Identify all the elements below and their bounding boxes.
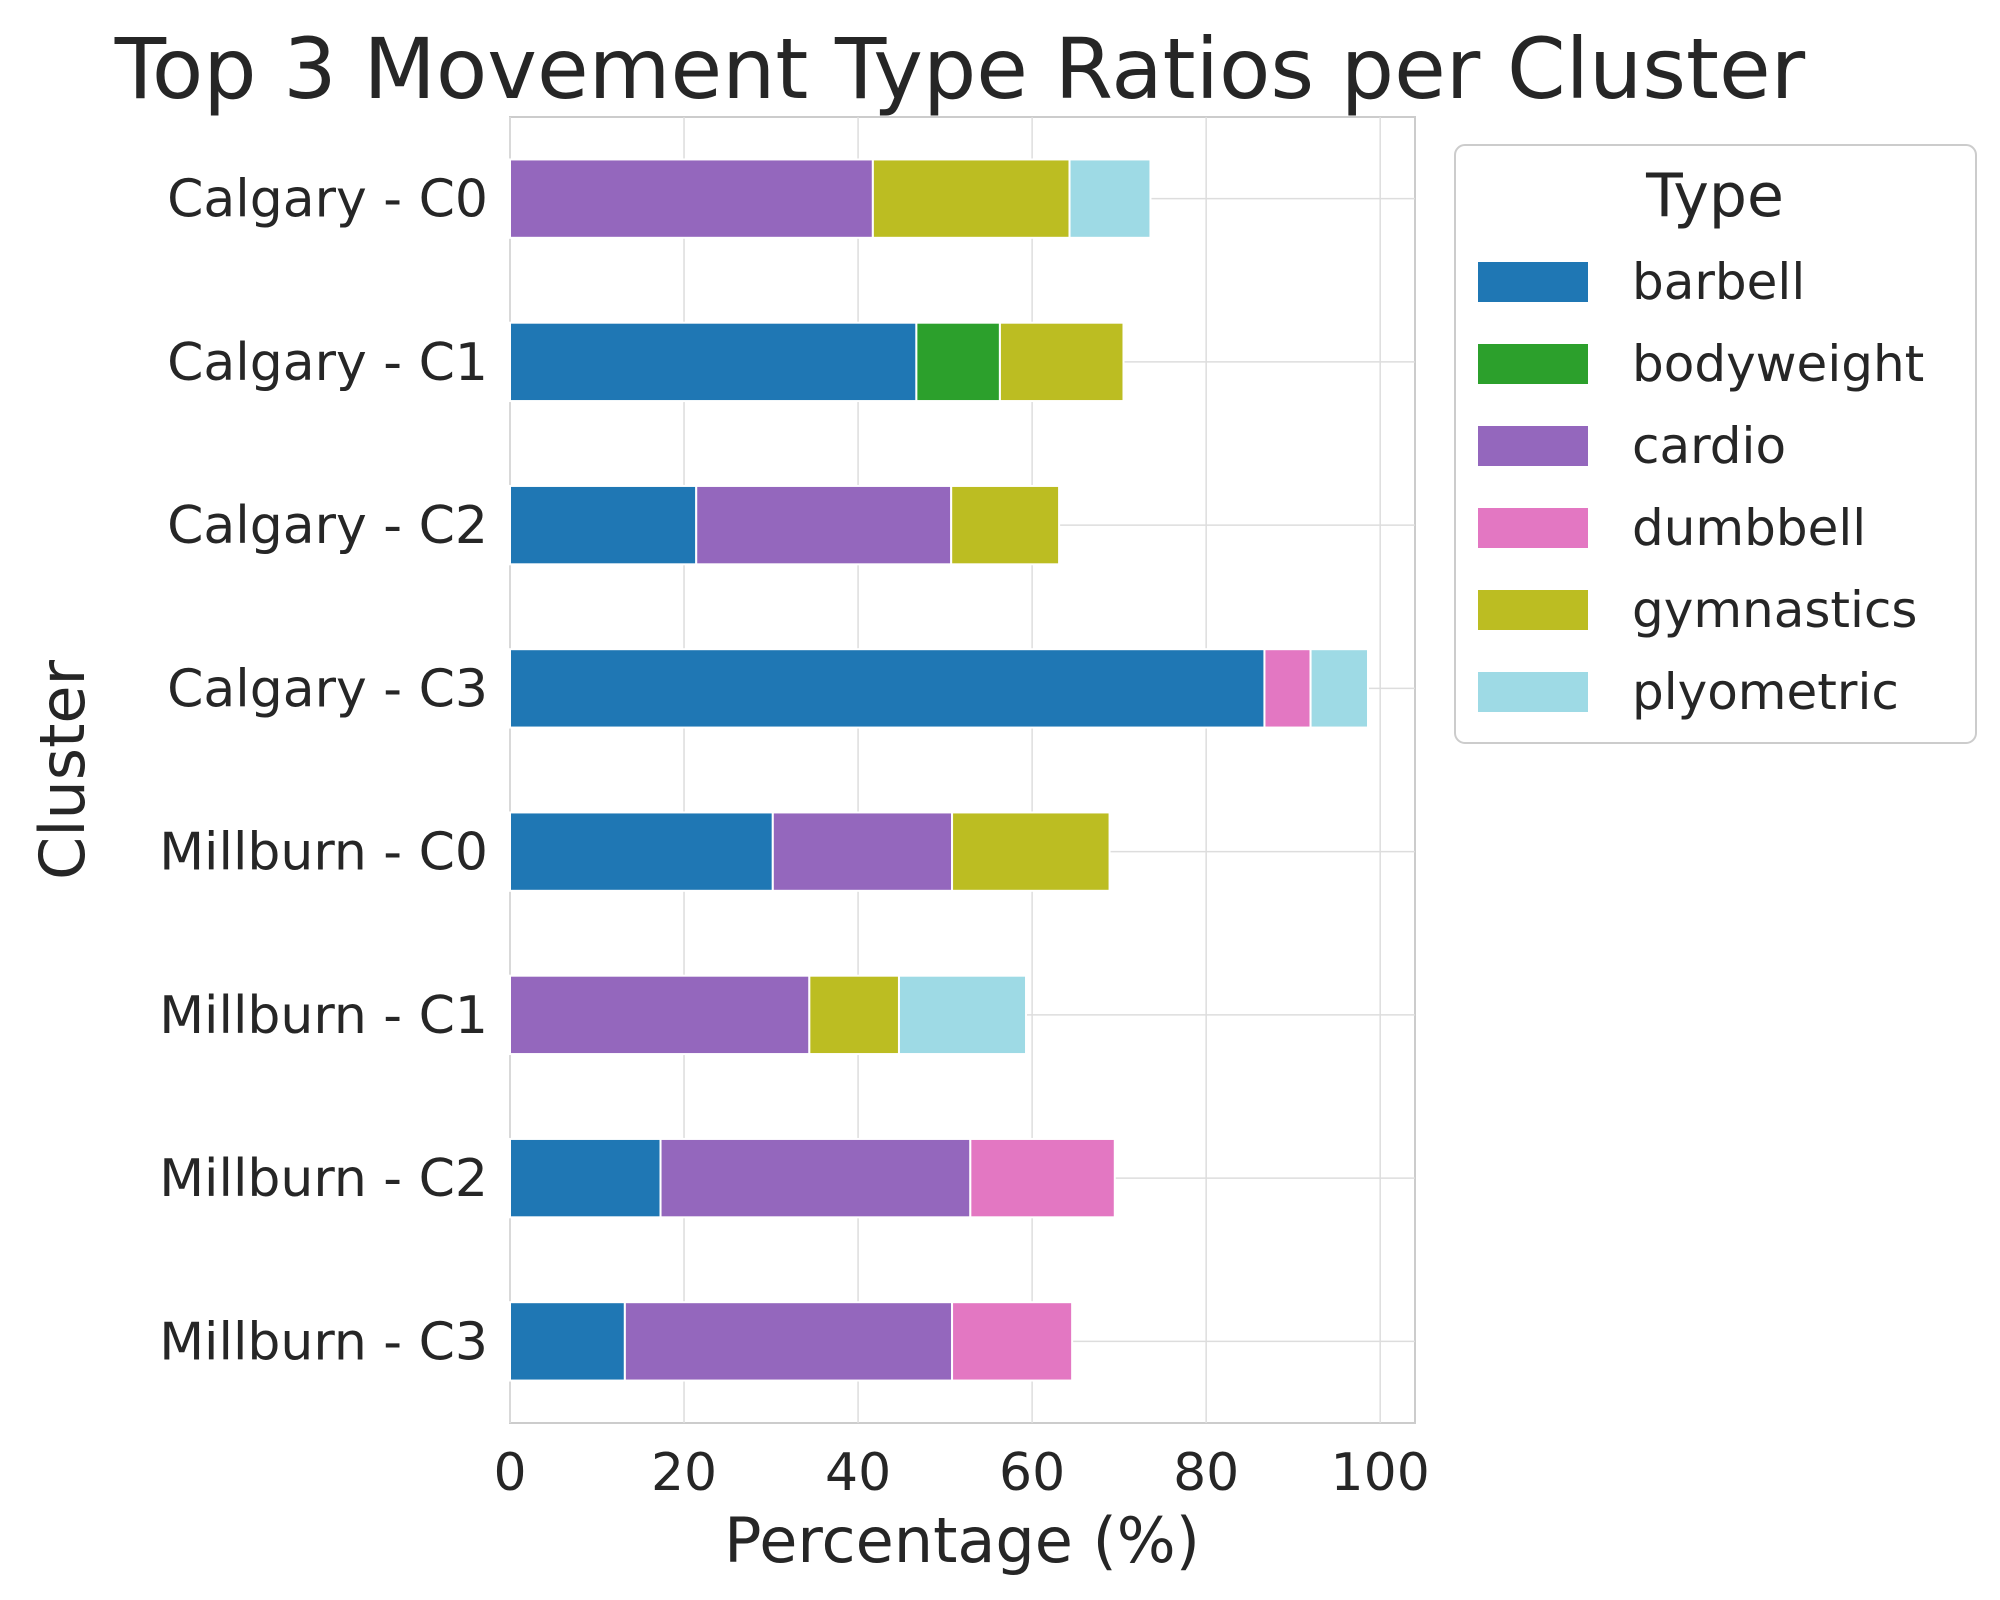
bar-segment-gymnastics bbox=[998, 321, 1125, 403]
x-axis-ticks: 0 20 40 60 80 100 bbox=[493, 1443, 1429, 1503]
legend-label-dumbbell: dumbbell bbox=[1632, 499, 1866, 557]
y-tick-label: Millburn - C0 bbox=[159, 823, 488, 883]
y-tick-label: Calgary - C1 bbox=[167, 333, 488, 393]
bar-segment-barbell bbox=[509, 484, 698, 566]
x-tick-label: 100 bbox=[1331, 1443, 1430, 1503]
y-tick-label: Calgary - C3 bbox=[167, 659, 488, 719]
bar-segment-gymnastics bbox=[808, 974, 900, 1056]
legend: Type barbell bodyweight cardio dumbbell gymn… bbox=[1454, 144, 1977, 744]
legend-swatch-bodyweight bbox=[1478, 344, 1588, 384]
bar-segment-barbell bbox=[509, 321, 918, 403]
legend-label-gymnastics: gymnastics bbox=[1632, 581, 1917, 639]
y-tick-label: Millburn - C3 bbox=[159, 1312, 488, 1372]
bar-segment-gymnastics bbox=[950, 484, 1061, 566]
bar-segment-cardio bbox=[509, 974, 811, 1056]
bar-segment-bodyweight bbox=[915, 321, 1001, 403]
bar-segment-dumbbell bbox=[969, 1137, 1116, 1219]
legend-swatch-barbell bbox=[1478, 262, 1588, 302]
bar-segment-barbell bbox=[509, 1137, 662, 1219]
x-tick-label: 60 bbox=[999, 1443, 1065, 1503]
legend-label-plyometric: plyometric bbox=[1632, 663, 1899, 721]
bar-segment-cardio bbox=[771, 811, 954, 892]
x-tick-label: 20 bbox=[651, 1443, 717, 1503]
bar-segment-gymnastics bbox=[871, 158, 1071, 239]
chart-title: Top 3 Movement Type Ratios per Cluster bbox=[114, 20, 1806, 118]
y-tick-label: Millburn - C2 bbox=[159, 1149, 488, 1209]
bar-segment-cardio bbox=[695, 484, 953, 566]
x-tick-label: 40 bbox=[825, 1443, 891, 1503]
y-tick-label: Millburn - C1 bbox=[159, 986, 488, 1046]
legend-label-barbell: barbell bbox=[1632, 253, 1805, 311]
bar-segment-barbell bbox=[509, 648, 1266, 729]
x-axis-label: Percentage (%) bbox=[724, 1504, 1200, 1577]
legend-swatch-dumbbell bbox=[1478, 508, 1588, 548]
bar-segment-barbell bbox=[509, 811, 774, 892]
legend-swatch-gymnastics bbox=[1478, 590, 1588, 630]
legend-label-cardio: cardio bbox=[1632, 417, 1786, 475]
legend-swatch-cardio bbox=[1478, 426, 1588, 466]
bar-segment-cardio bbox=[659, 1137, 972, 1219]
bars bbox=[509, 158, 1370, 1382]
legend-items: barbell bodyweight cardio dumbbell gymnastic… bbox=[1478, 253, 1924, 721]
bar-segment-dumbbell bbox=[951, 1301, 1074, 1382]
x-tick-label: 80 bbox=[1173, 1443, 1239, 1503]
y-tick-label: Calgary - C0 bbox=[167, 170, 488, 230]
bar-segment-plyometric bbox=[1068, 158, 1152, 239]
bar-segment-plyometric bbox=[897, 974, 1028, 1056]
legend-label-bodyweight: bodyweight bbox=[1632, 335, 1924, 393]
bar-segment-cardio bbox=[623, 1301, 954, 1382]
y-axis-ticks: Calgary - C0 Calgary - C1 Calgary - C2 Calg… bbox=[159, 170, 488, 1373]
bar-segment-barbell bbox=[509, 1301, 626, 1382]
bar-segment-plyometric bbox=[1309, 648, 1370, 729]
y-axis-label: Cluster bbox=[26, 659, 99, 880]
x-tick-label: 0 bbox=[493, 1443, 526, 1503]
bar-segment-gymnastics bbox=[951, 811, 1111, 892]
legend-title: Type bbox=[1645, 161, 1784, 231]
bar-segment-dumbbell bbox=[1263, 648, 1312, 729]
plot-frame bbox=[509, 116, 1416, 1424]
bar-segment-cardio bbox=[509, 158, 874, 239]
plot-area bbox=[509, 116, 1416, 1424]
legend-swatch-plyometric bbox=[1478, 672, 1588, 712]
y-tick-label: Calgary - C2 bbox=[167, 496, 488, 556]
